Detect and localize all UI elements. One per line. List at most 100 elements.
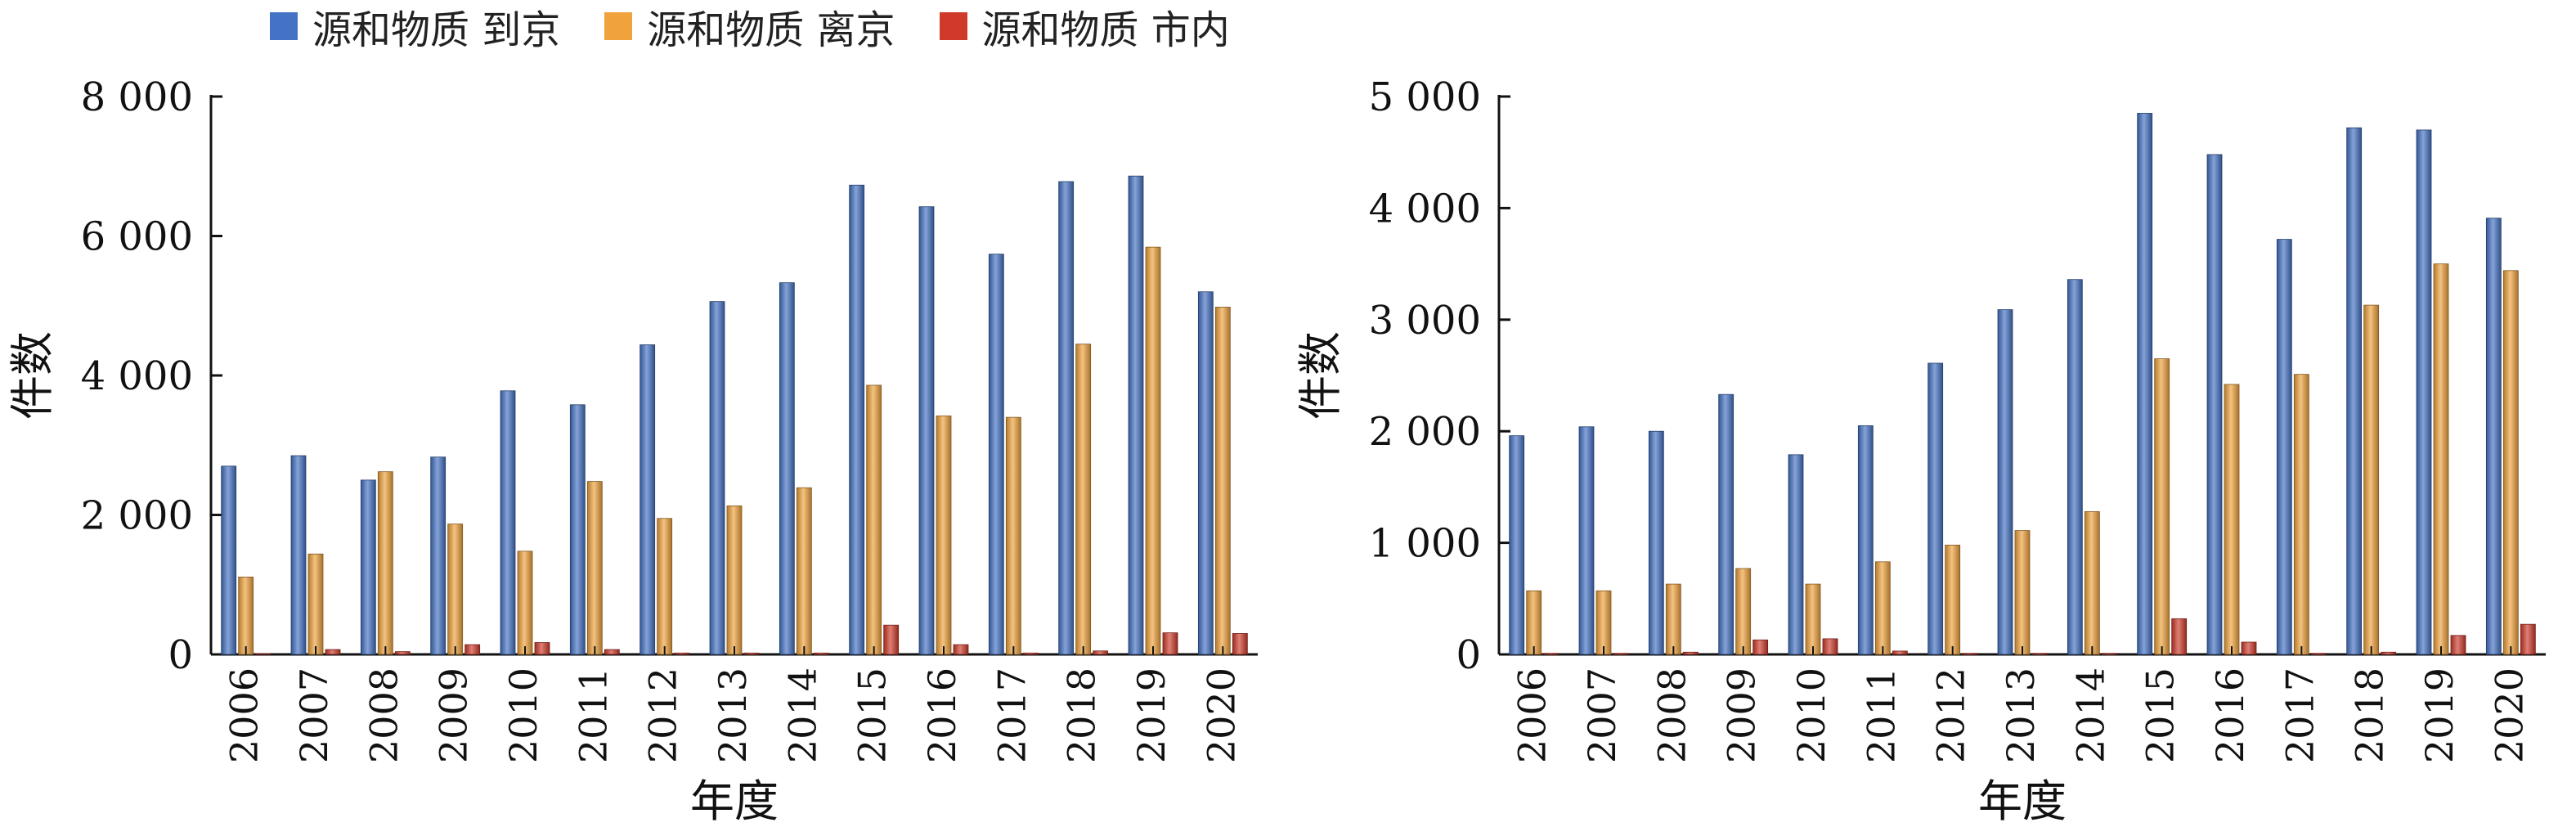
bar	[2293, 374, 2309, 655]
bar	[1857, 425, 1874, 655]
bar	[1945, 544, 1961, 655]
bar	[1752, 639, 1769, 655]
bar	[779, 282, 795, 655]
y-tick-label: 4 000	[1369, 186, 1481, 231]
bar	[953, 644, 969, 655]
bar	[2241, 641, 2257, 655]
bar	[2346, 127, 2363, 655]
bar	[1526, 590, 1542, 655]
bar	[1145, 246, 1161, 655]
bar	[2416, 129, 2432, 655]
bar	[657, 518, 673, 655]
x-axis-title: 年度	[690, 775, 779, 827]
bar	[849, 184, 865, 655]
bar	[1128, 175, 1144, 655]
x-tick-label: 2011	[571, 667, 615, 763]
bar	[1718, 393, 1735, 655]
bar	[1682, 651, 1699, 655]
bar	[1075, 344, 1092, 655]
bar	[2084, 511, 2100, 655]
x-tick-label: 2010	[1789, 667, 1833, 763]
bar	[307, 553, 324, 655]
bar	[534, 642, 550, 655]
bar	[674, 652, 690, 655]
legend-swatch	[939, 12, 967, 40]
y-tick-label: 2 000	[1369, 409, 1481, 455]
y-axis-title: 件数	[1295, 331, 1346, 420]
y-tick-label: 1 000	[1369, 521, 1481, 567]
bar	[1788, 454, 1804, 655]
bar	[1214, 307, 1231, 655]
bar	[1822, 638, 1838, 655]
y-tick-label: 3 000	[1369, 298, 1481, 344]
bar	[726, 506, 743, 655]
legend: 源和物质 到京 源和物质 离京 源和物质 市内	[270, 0, 1274, 55]
x-tick-label: 2008	[361, 667, 406, 763]
bar	[238, 576, 254, 655]
y-tick-label: 6 000	[81, 214, 193, 260]
x-tick-label: 2016	[2208, 667, 2252, 763]
bar	[325, 649, 341, 655]
bar	[743, 652, 760, 655]
bar	[2502, 270, 2519, 655]
x-tick-label: 2013	[1999, 667, 2043, 763]
y-tick-label: 2 000	[81, 493, 193, 539]
bar	[1874, 561, 1891, 655]
bar	[866, 384, 882, 655]
bar	[1892, 650, 1908, 655]
legend-label: 源和物质 市内	[981, 7, 1230, 53]
bar	[1093, 650, 1109, 655]
bar	[1509, 435, 1525, 655]
x-tick-label: 2017	[2278, 667, 2322, 763]
bar	[221, 465, 237, 655]
bar	[394, 651, 411, 655]
bar	[1595, 590, 1612, 655]
x-tick-label: 2007	[1580, 667, 1624, 763]
legend-item-to-beijing: 源和物质 到京	[270, 0, 560, 55]
x-tick-label: 2012	[1929, 667, 1973, 763]
bar	[2154, 358, 2170, 655]
bar	[377, 471, 393, 655]
bar	[569, 404, 586, 655]
bar	[2206, 154, 2223, 655]
bar	[430, 456, 447, 655]
bar	[1997, 309, 2013, 655]
bar	[1928, 362, 1944, 655]
x-tick-label: 2015	[2138, 667, 2183, 763]
legend-item-from-beijing: 源和物质 离京	[604, 0, 895, 55]
bar	[796, 487, 812, 655]
x-tick-label: 2009	[1720, 667, 1764, 763]
bar	[586, 481, 603, 655]
bar	[2381, 651, 2397, 655]
x-tick-label: 2012	[641, 667, 685, 763]
bar	[1665, 583, 1681, 655]
bar	[1022, 652, 1039, 655]
legend-swatch	[604, 12, 633, 40]
chart-right: 0 1 000 2 000 3 000 4 000 5 000 2006 2007 2008 20…	[1295, 74, 2546, 827]
y-tick-label: 0	[1456, 632, 1481, 678]
x-tick-label: 2018	[2348, 667, 2392, 763]
x-tick-label: 2015	[850, 667, 895, 763]
bar	[1735, 568, 1752, 655]
y-tick-label: 0	[168, 632, 193, 678]
x-tick-label: 2006	[1510, 667, 1555, 763]
bar	[2433, 263, 2449, 655]
x-tick-label: 2011	[1859, 667, 1903, 763]
bar	[988, 254, 1004, 655]
x-tick-label: 2014	[2068, 667, 2112, 763]
bar	[813, 652, 829, 655]
bar	[2171, 618, 2188, 655]
y-tick-label: 8 000	[81, 74, 193, 120]
bar	[2137, 113, 2153, 655]
legend-label: 源和物质 离京	[647, 7, 895, 53]
bar	[464, 644, 481, 655]
bar	[604, 649, 620, 655]
bar	[709, 301, 725, 655]
x-tick-label: 2020	[2487, 667, 2531, 763]
x-tick-label: 2019	[1129, 667, 1174, 763]
x-tick-label: 2014	[780, 667, 824, 763]
bar	[2363, 304, 2380, 655]
bar	[883, 624, 900, 655]
bar	[1197, 291, 1214, 655]
x-tick-label: 2013	[711, 667, 755, 763]
